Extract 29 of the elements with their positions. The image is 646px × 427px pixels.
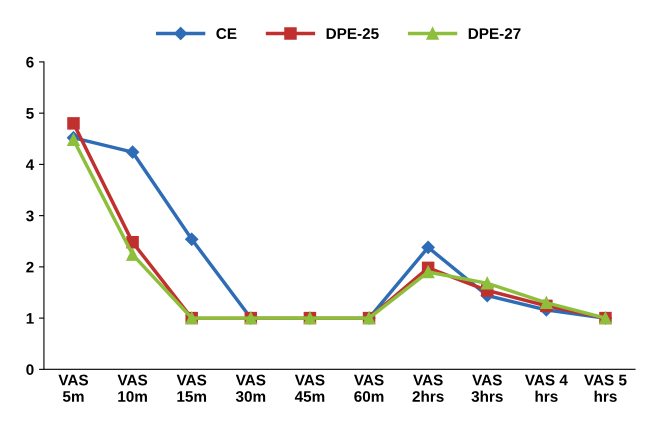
point <box>126 146 140 159</box>
x-tick-label: VAS 45m <box>294 374 324 402</box>
point <box>185 232 198 246</box>
point <box>422 266 434 278</box>
y-tick-label: 4 <box>26 159 34 170</box>
x-tick-label: VAS 60m <box>354 374 384 402</box>
y-tick-label: 1 <box>26 313 34 324</box>
point <box>480 277 494 290</box>
point <box>126 248 139 261</box>
legend-label: DPE-27 <box>468 28 521 39</box>
x-tick-label: VAS 30m <box>236 374 266 402</box>
y-tick-label: 2 <box>26 262 34 272</box>
point <box>540 296 553 309</box>
y-tick-label: 3 <box>26 210 34 222</box>
point <box>422 240 435 254</box>
legend-label: CE <box>216 28 236 39</box>
x-tick-label: VAS 3hrs <box>471 374 503 402</box>
x-tick-label: VAS 4 hrs <box>524 374 568 402</box>
legend-label: DPE-25 <box>326 28 379 39</box>
y-tick-label: 6 <box>26 56 34 68</box>
x-tick-label: VAS 2hrs <box>412 374 444 402</box>
y-tick-label: 5 <box>26 108 34 119</box>
x-tick-label: VAS 5 hrs <box>584 374 627 402</box>
x-tick-label: VAS 5m <box>58 374 88 402</box>
y-tick-label: 0 <box>26 364 34 376</box>
point <box>67 117 80 130</box>
point <box>67 134 80 146</box>
x-tick-label: VAS 10m <box>118 374 148 402</box>
x-tick-label: VAS 15m <box>176 374 206 402</box>
